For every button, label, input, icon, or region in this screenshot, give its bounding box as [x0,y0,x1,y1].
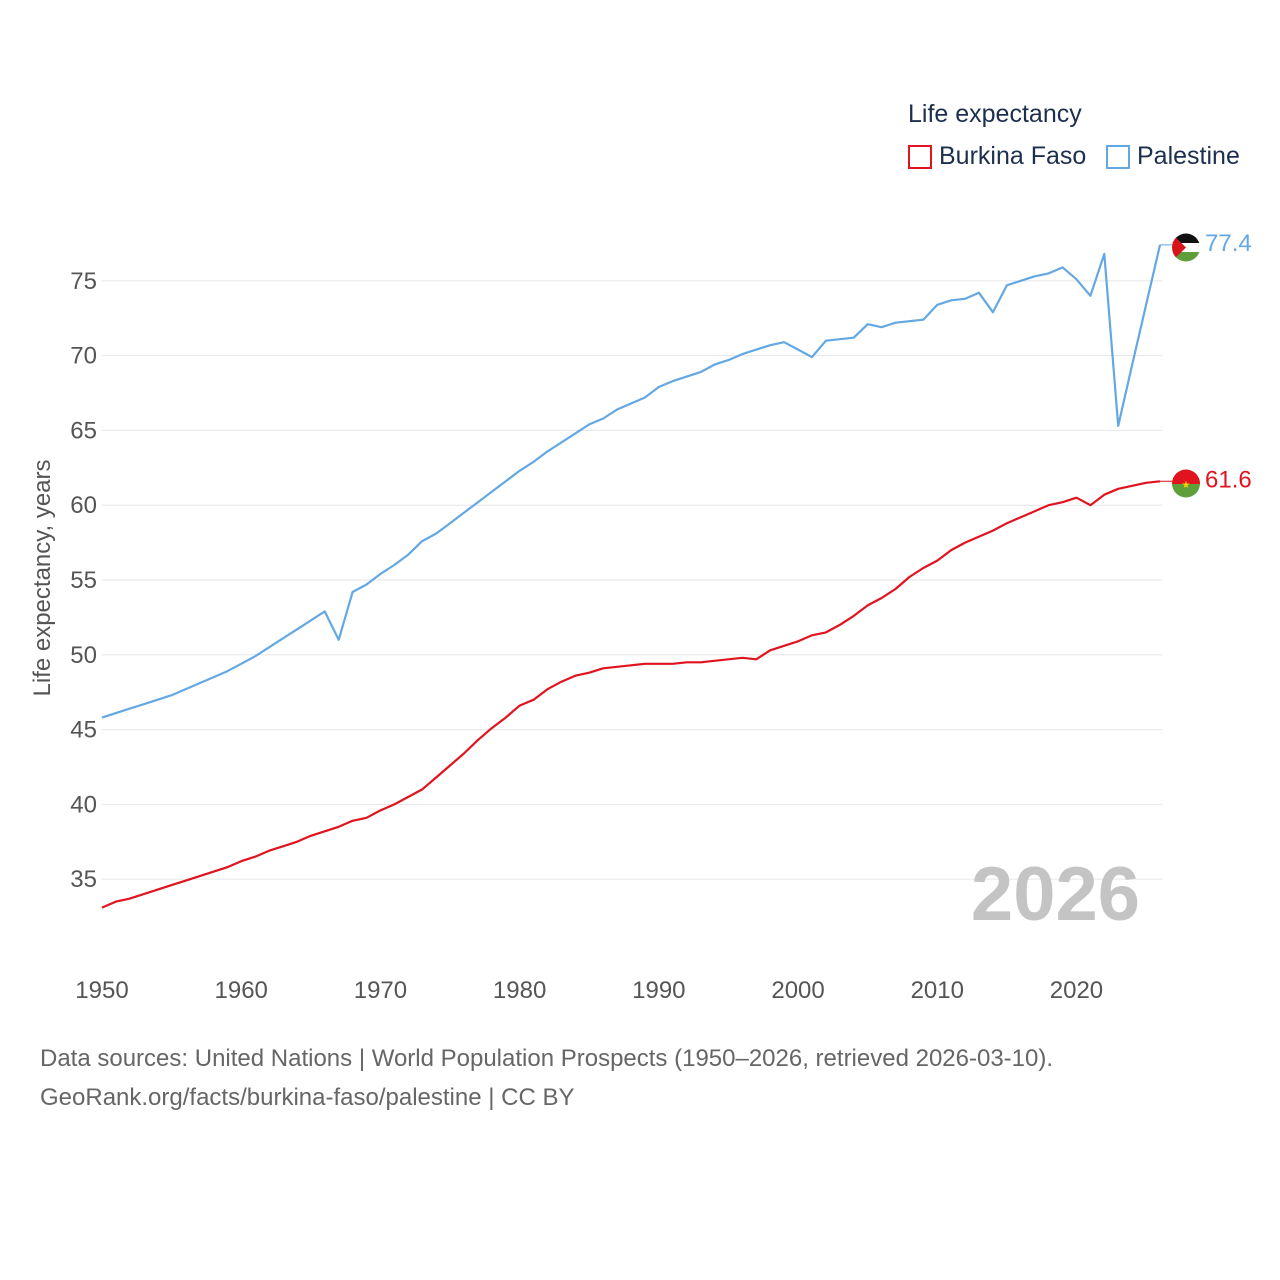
series-lines [101,244,1186,909]
end-label-burkina-faso: 61.6 [1205,466,1252,493]
x-tick-2020: 2020 [1050,977,1103,1004]
y-gridlines [102,280,1162,880]
palestine-flag-icon [1172,233,1200,262]
footer-sources: Data sources: United Nations | World Pop… [40,1045,1054,1072]
y-axis-label: Life expectancy, years [29,459,56,696]
burkina-faso-flag-icon: ★ [1172,469,1200,498]
footer-link[interactable]: GeoRank.org/facts/burkina-faso/palestine… [40,1084,575,1111]
end-markers: ★ [1172,233,1200,498]
legend-item-burkina-faso[interactable]: Burkina Faso [908,142,1086,171]
x-tick-labels: 1950 1960 1970 1980 1990 2000 2010 2020 [75,977,1103,1004]
x-tick-1970: 1970 [354,977,407,1004]
y-tick-75: 75 [70,268,97,295]
x-tick-1960: 1960 [215,977,268,1004]
legend-label-burkina-faso: Burkina Faso [939,142,1087,170]
legend-swatch-palestine [1106,144,1130,169]
x-tick-1980: 1980 [493,977,546,1004]
x-tick-1990: 1990 [632,977,685,1004]
y-tick-65: 65 [70,417,97,444]
x-tick-2010: 2010 [911,977,964,1004]
year-watermark: 2026 [971,852,1140,937]
y-tick-40: 40 [70,791,97,818]
y-tick-70: 70 [70,343,97,370]
legend-title: Life expectancy [908,100,1082,128]
series-line-burkina-faso [101,480,1161,909]
end-label-palestine: 77.4 [1205,230,1252,257]
y-tick-60: 60 [70,492,97,519]
legend-item-palestine[interactable]: Palestine [1106,142,1240,171]
legend-swatch-burkina-faso [908,144,932,169]
x-tick-1950: 1950 [75,977,128,1004]
end-labels: 61.6 77.4 [1205,230,1252,493]
y-tick-50: 50 [70,642,97,669]
legend-label-palestine: Palestine [1137,142,1240,170]
y-tick-labels: 35 40 45 50 55 60 65 70 75 [70,268,97,893]
flag-star-icon: ★ [1182,480,1191,491]
y-tick-55: 55 [70,567,97,594]
x-tick-2000: 2000 [771,977,824,1004]
y-tick-45: 45 [70,717,97,744]
y-tick-35: 35 [70,866,97,893]
series-line-palestine [101,244,1162,719]
